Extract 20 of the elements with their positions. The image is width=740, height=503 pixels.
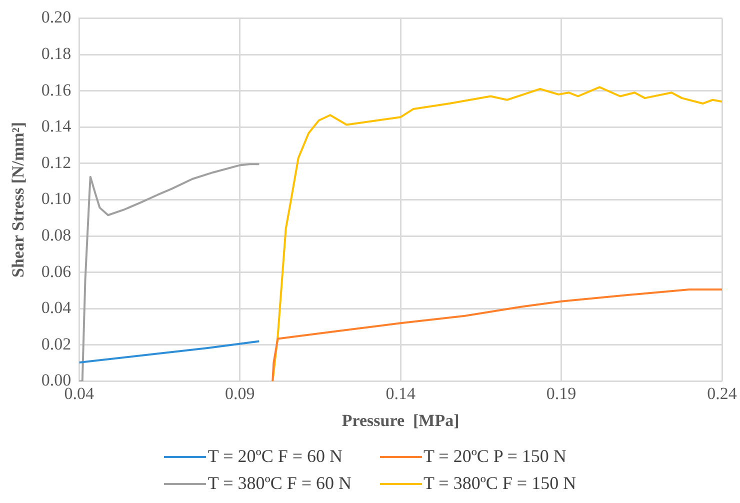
y-tick-label: 0.12 xyxy=(41,152,72,172)
y-tick-label: 0.04 xyxy=(41,298,72,318)
x-tick-label: 0.24 xyxy=(707,384,738,403)
y-axis-title: Shear Stress [N/mm²] xyxy=(8,122,28,278)
y-tick-label: 0.20 xyxy=(41,8,72,27)
y-tick-label: 0.06 xyxy=(41,262,72,281)
y-tick-label: 0.02 xyxy=(41,334,72,354)
y-tick-label: 0.10 xyxy=(41,189,72,208)
x-tick-label: 0.19 xyxy=(546,384,576,403)
x-tick-label: 0.09 xyxy=(224,384,255,403)
y-tick-label: 0.16 xyxy=(41,80,72,100)
legend-label: T = 20ºC F = 60 N xyxy=(208,446,342,467)
y-tick-label: 0.18 xyxy=(41,44,72,63)
x-axis-title: Pressure [MPa] xyxy=(342,411,460,430)
legend-label: T = 380ºC F = 60 N xyxy=(208,473,352,494)
legend-label: T = 380ºC F = 150 N xyxy=(424,473,576,494)
x-tick-label: 0.14 xyxy=(386,384,416,403)
y-tick-label: 0.08 xyxy=(41,225,72,244)
y-tick-label: 0.14 xyxy=(41,116,72,136)
legend-label: T = 20ºC P = 150 N xyxy=(424,446,566,467)
